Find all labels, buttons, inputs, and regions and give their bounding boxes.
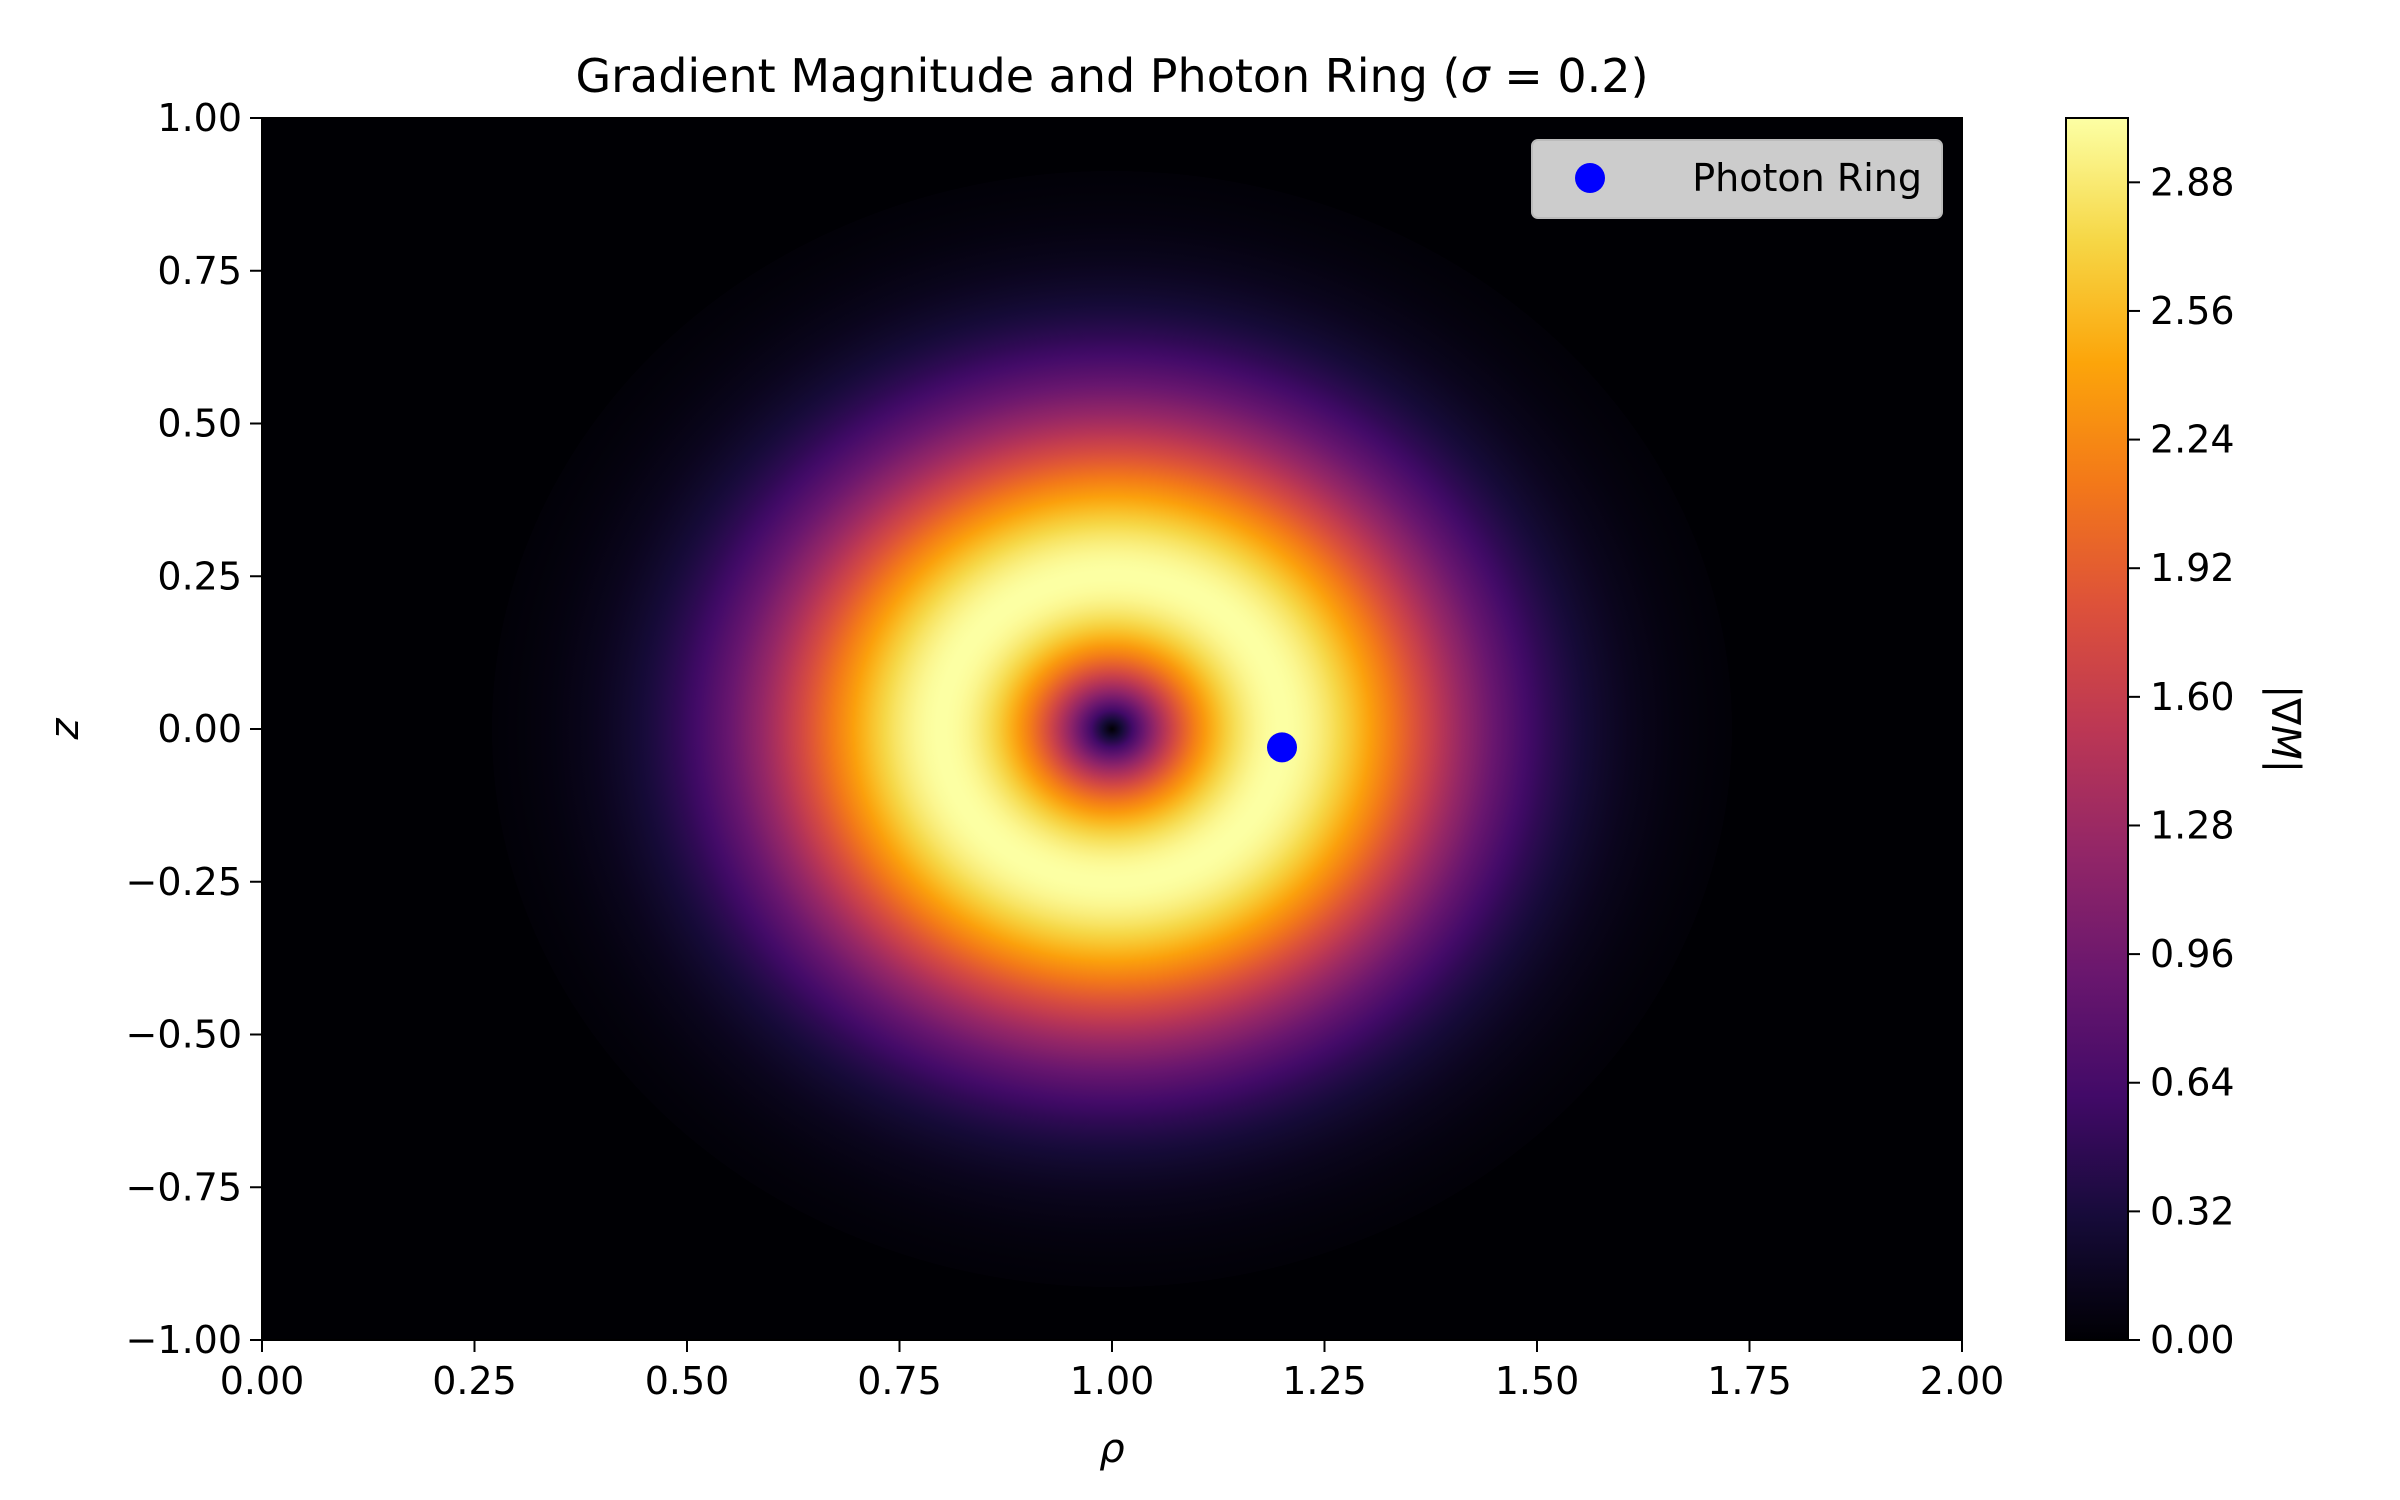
x-tick-label: 0.00 (220, 1359, 305, 1403)
y-tick-label: −0.50 (126, 1013, 242, 1057)
x-tick-label: 1.75 (1707, 1359, 1792, 1403)
colorbar-tick-label: 1.92 (2150, 546, 2235, 590)
heatmap-field (492, 171, 1732, 1287)
colorbar-tick-label: 2.56 (2150, 289, 2235, 333)
y-axis-ticks: 1.00 0.75 0.50 0.25 0.00 −0.25 −0.50 −0.75 −1.00 (126, 96, 262, 1362)
x-tick-label: 2.00 (1920, 1359, 2005, 1403)
colorbar-tick-label: 0.32 (2150, 1189, 2235, 1233)
y-tick-label: 0.50 (157, 402, 242, 446)
colorbar-tick-label: 1.28 (2150, 803, 2235, 847)
x-tick-label: 1.50 (1495, 1359, 1580, 1403)
colorbar-ticks: 0.00 0.32 0.64 0.96 1.28 1.60 1.92 2.24 2.56 2.88 (2128, 160, 2235, 1362)
colorbar-tick-label: 0.96 (2150, 932, 2235, 976)
y-tick-label: −0.25 (126, 860, 242, 904)
y-tick-label: 0.25 (157, 554, 242, 598)
y-tick-label: 0.00 (157, 707, 242, 751)
colorbar-frame (2065, 117, 2129, 1341)
x-tick-label: 0.50 (645, 1359, 730, 1403)
y-tick-label: −1.00 (126, 1318, 242, 1362)
photon-ring-point (1267, 732, 1297, 763)
x-tick-label: 0.75 (857, 1359, 942, 1403)
plot-area (262, 118, 1962, 1340)
colorbar-fill (2066, 118, 2128, 1340)
legend-label-photon-ring: Photon Ring (1692, 156, 1922, 200)
colorbar-tick-label: 0.64 (2150, 1061, 2235, 1105)
y-tick-label: 1.00 (157, 96, 242, 140)
x-tick-label: 0.25 (432, 1359, 517, 1403)
y-tick-label: −0.75 (126, 1165, 242, 1209)
scatter-layer (1267, 732, 1297, 763)
legend-box (1531, 139, 1943, 219)
colorbar: 0.00 0.32 0.64 0.96 1.28 1.60 1.92 2.24 2.56 2.88… (2065, 117, 2308, 1362)
legend: Photon Ring (1531, 139, 1943, 219)
colorbar-tick-label: 2.88 (2150, 160, 2235, 204)
colorbar-tick-label: 2.24 (2150, 418, 2235, 462)
legend-marker-photon-ring (1575, 163, 1605, 193)
x-tick-label: 1.00 (1070, 1359, 1155, 1403)
y-axis-label: z (42, 718, 88, 741)
chart-title: Gradient Magnitude and Photon Ring (σ = … (575, 49, 1648, 103)
colorbar-tick-label: 0.00 (2150, 1318, 2235, 1362)
colorbar-tick-label: 1.60 (2150, 675, 2235, 719)
x-axis-label: ρ (1099, 1426, 1124, 1472)
x-tick-label: 1.25 (1282, 1359, 1367, 1403)
x-axis-ticks: 0.00 0.25 0.50 0.75 1.00 1.25 1.50 1.75 2.00 (220, 1340, 2005, 1403)
y-tick-label: 0.75 (157, 249, 242, 293)
colorbar-label: |∇M| (2262, 685, 2308, 773)
